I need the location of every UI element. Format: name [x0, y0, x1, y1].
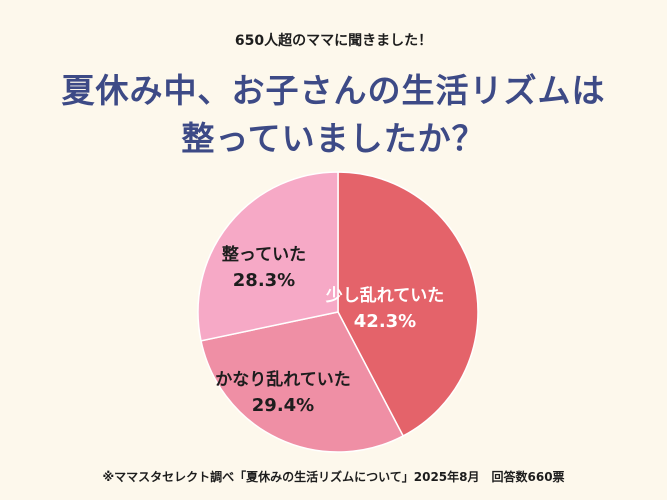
source-note: ※ママスタセレクト調べ「夏休みの生活リズムについて」2025年8月 回答数660… [102, 470, 565, 484]
chart-title-line-2: 整っていましたか？ [181, 119, 486, 158]
chart-title-line-1: 夏休み中、お子さんの生活リズムは [61, 71, 606, 110]
slice-value-2: 29.4% [252, 395, 314, 416]
slice-label-3: 整っていた [222, 244, 306, 265]
pie-slice-3 [197, 171, 339, 342]
slice-label-1: 少し乱れていた [325, 285, 445, 306]
pie-slice-2 [200, 311, 405, 453]
pie-slice-1 [337, 171, 479, 437]
slice-label-2: かなり乱れていた [215, 369, 351, 390]
slice-value-1: 42.3% [354, 311, 416, 332]
subtitle: 650人超のママに聞きました！ [234, 33, 433, 49]
slice-value-3: 28.3% [233, 270, 295, 291]
